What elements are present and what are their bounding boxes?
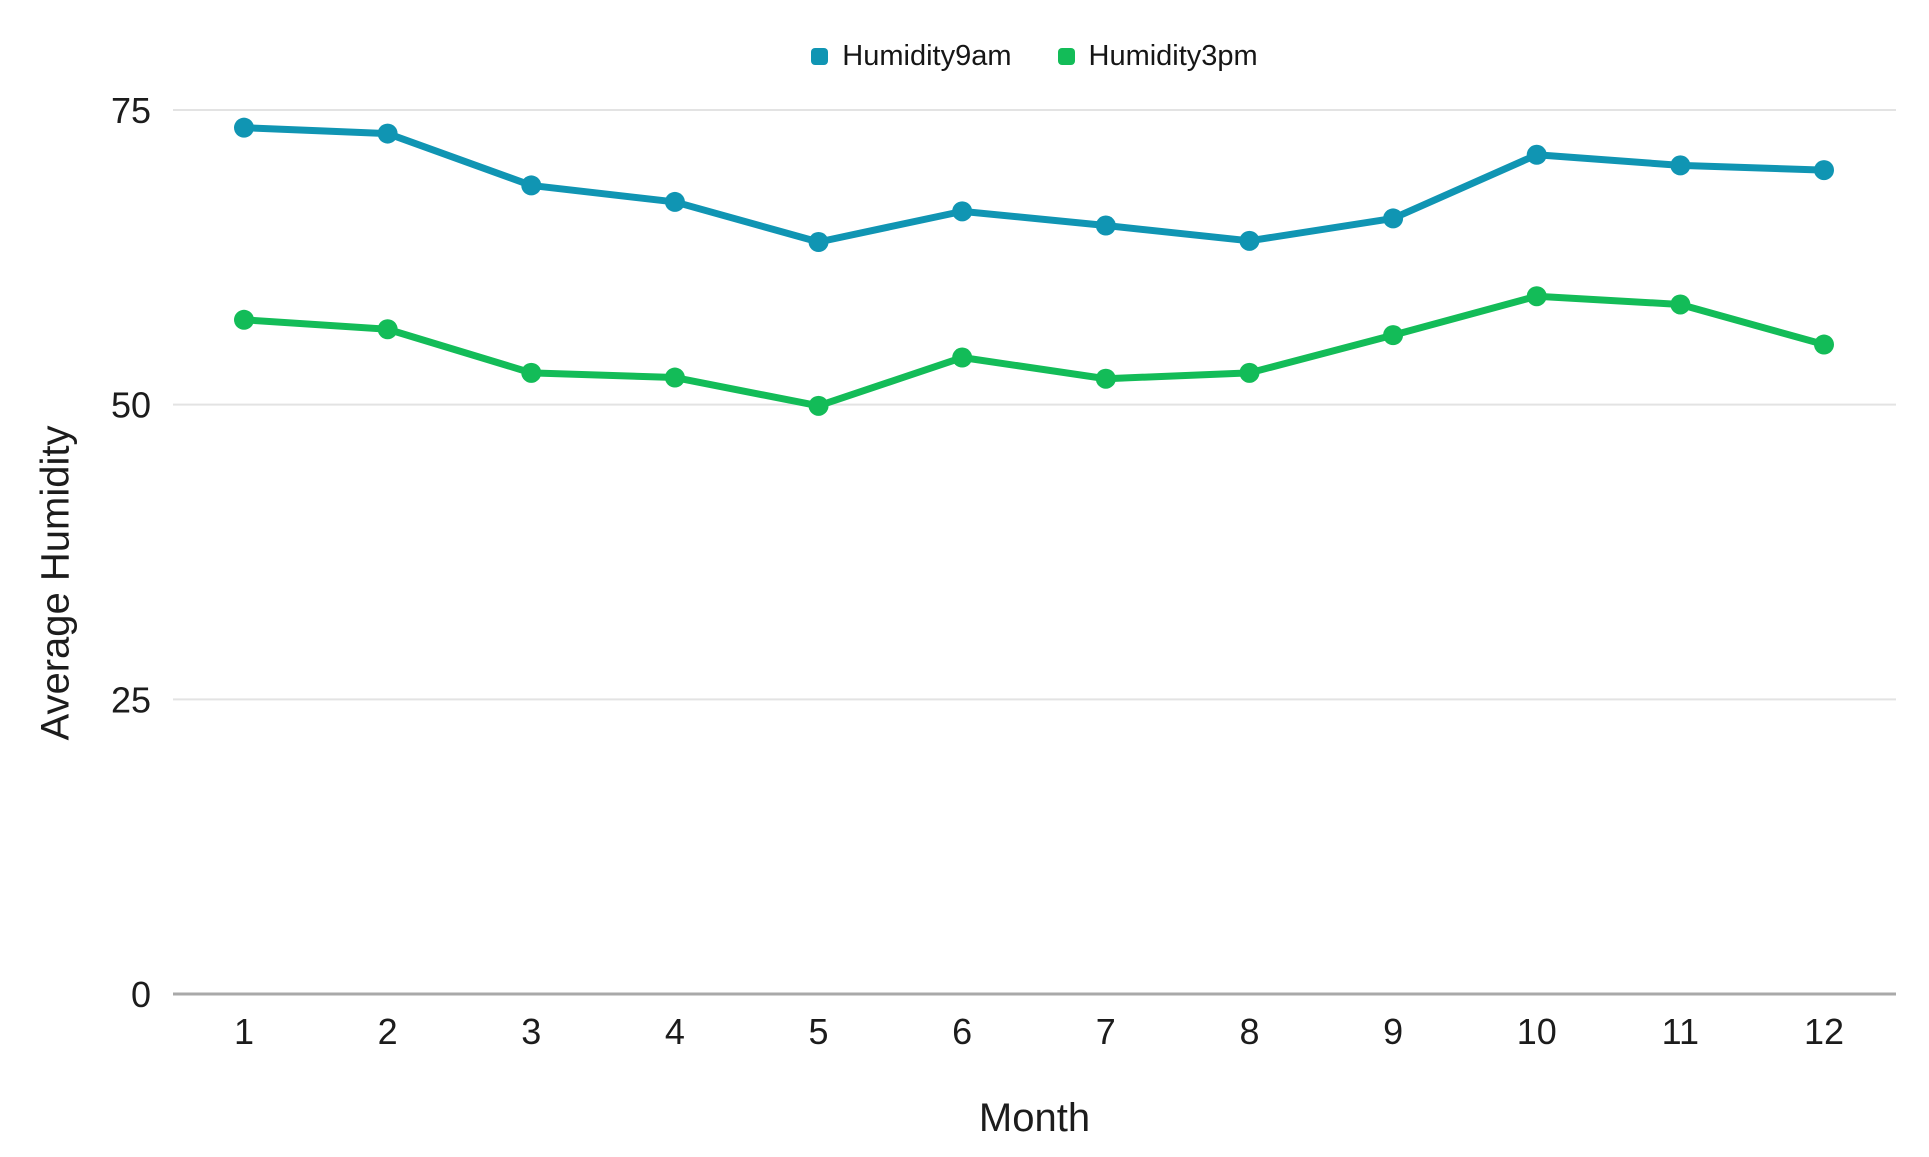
humidity3pm-point [521, 362, 542, 383]
humidity9am-point [1670, 155, 1691, 176]
legend-label-humidity3pm: Humidity3pm [1088, 40, 1258, 72]
x-tick-label: 7 [1096, 1011, 1116, 1052]
y-tick-label: 50 [111, 385, 151, 426]
humidity9am-point [952, 201, 973, 222]
x-axis-title: Month [978, 1096, 1091, 1140]
humidity3pm-point [1383, 325, 1404, 346]
x-tick-label: 3 [521, 1011, 541, 1052]
x-tick-label: 10 [1517, 1011, 1557, 1052]
humidity9am-point [234, 117, 254, 138]
humidity3pm-point [808, 395, 829, 416]
humidity9am-point [1095, 215, 1116, 236]
x-tick-label: 6 [952, 1011, 972, 1052]
y-tick-label: 25 [111, 679, 151, 720]
legend-label-humidity9am: Humidity9am [842, 40, 1012, 72]
x-tick-label: 9 [1383, 1011, 1403, 1052]
humidity3pm-point [1095, 368, 1116, 389]
humidity9am-line [240, 124, 1828, 246]
x-tick-label: 12 [1804, 1011, 1844, 1052]
humidity9am-swatch-icon [811, 48, 829, 65]
humidity9am-point [808, 232, 829, 253]
humidity3pm-point [1814, 334, 1834, 355]
humidity3pm-point [234, 309, 254, 330]
humidity3pm-point [664, 367, 685, 388]
x-tick-label: 4 [665, 1011, 685, 1052]
humidity9am-point [521, 175, 542, 196]
humidity3pm-point [1239, 362, 1260, 383]
x-tick-label: 1 [234, 1011, 254, 1052]
humidity9am-point [1526, 144, 1547, 165]
humidity3pm-point [1526, 286, 1547, 307]
y-tick-label: 75 [111, 90, 151, 131]
x-tick-label: 2 [378, 1011, 398, 1052]
humidity3pm-point [1670, 294, 1691, 315]
chart-legend: Humidity9am Humidity3pm [173, 42, 1896, 71]
x-tick-label: 8 [1239, 1011, 1259, 1052]
humidity3pm-point [377, 319, 398, 340]
humidity9am-point [377, 123, 398, 144]
humidity9am-point [1814, 160, 1834, 181]
y-tick-label: 0 [131, 974, 151, 1015]
legend-item-humidity3pm: Humidity3pm [1057, 40, 1258, 72]
x-tick-label: 11 [1662, 1011, 1699, 1052]
legend-item-humidity9am: Humidity9am [811, 40, 1012, 72]
humidity3pm-point [952, 347, 973, 368]
humidity9am-point [1239, 230, 1260, 251]
humidity9am-point [664, 191, 685, 212]
humidity3pm-line [240, 292, 1828, 410]
humidity9am-point [1383, 208, 1404, 229]
x-tick-label: 5 [809, 1011, 829, 1052]
y-axis-title: Average Humidity [33, 425, 78, 741]
humidity3pm-swatch-icon [1057, 48, 1075, 65]
